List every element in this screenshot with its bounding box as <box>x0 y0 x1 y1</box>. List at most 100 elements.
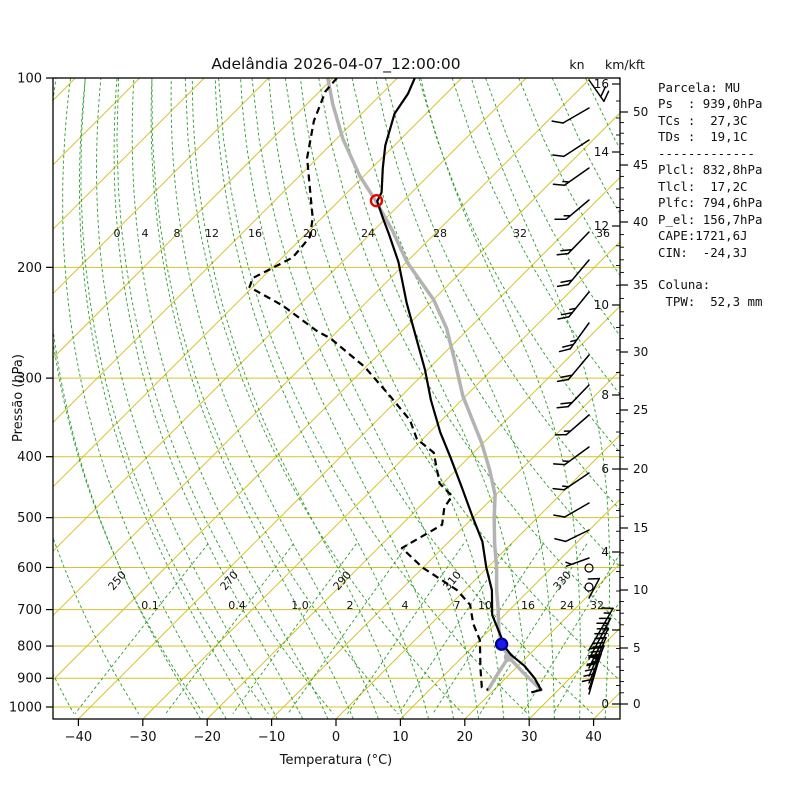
moist-adiabat-label: 24 <box>361 227 375 240</box>
pressure-tick-label: 1000 <box>9 701 42 716</box>
moist-adiabat-line <box>62 78 227 719</box>
height-kft-tick-label: 30 <box>633 345 648 359</box>
isotherm-line <box>464 563 620 719</box>
dry-adiabat-line <box>151 78 399 715</box>
isotherm-line <box>78 176 620 719</box>
wind-barb <box>588 79 610 103</box>
pressure-tick-label: 100 <box>17 72 42 87</box>
panel-line: CAPE:1721,6J <box>658 228 748 244</box>
mixing-ratio-label: 24 <box>560 599 574 612</box>
barb-feather <box>556 252 569 256</box>
barb-half-feather <box>561 485 570 488</box>
parcel-info-panel: Parcela: MU Ps : 939,0hPa TCs : 27,3C TDs :… <box>658 80 800 310</box>
height-kft-tick-label: 50 <box>633 105 648 119</box>
height-km-tick-label: 6 <box>601 462 609 476</box>
panel-line: TDs : 19,1C <box>658 129 748 145</box>
wind-barb <box>552 472 590 491</box>
lfc-marker <box>494 637 509 651</box>
barb-feather <box>560 401 573 405</box>
barb-half-feather <box>562 180 570 183</box>
barb-feather <box>560 279 573 283</box>
pressure-tick-label: 400 <box>17 450 42 465</box>
dry-adiabat-line <box>0 78 9 714</box>
mixing-ratio-label: 1.0 <box>291 599 309 612</box>
chart-title: Adelândia 2026-04-07_12:00:00 <box>211 55 460 74</box>
wind-barb <box>581 662 599 695</box>
dry-adiabat-line <box>218 78 529 715</box>
mixing-ratio-line <box>165 543 294 714</box>
moist-adiabat-label: 16 <box>248 227 262 240</box>
panel-line: Plcl: 832,8hPa <box>658 162 763 178</box>
temperature-tick-label: 30 <box>521 730 538 745</box>
panel-line: TPW: 52,3 mm <box>658 293 763 309</box>
pressure-tick-label: 700 <box>17 603 42 618</box>
moist-adiabat-line <box>170 78 379 719</box>
isotherm-line <box>206 305 620 719</box>
panel-line: CIN: -24,3J <box>658 244 748 260</box>
moist-adiabat-line <box>131 78 329 719</box>
barb-feather <box>589 646 603 650</box>
moist-adiabat-line <box>79 78 253 719</box>
calm-wind-circle <box>584 582 594 592</box>
barb-feather <box>553 463 566 466</box>
height-kft-tick-label: 35 <box>633 278 648 292</box>
mixing-ratio-line <box>552 600 620 714</box>
mixing-ratio-line <box>232 543 357 714</box>
moist-adiabat-line <box>96 78 278 719</box>
pressure-tick-label: 200 <box>17 261 42 276</box>
temperature-tick-label: −20 <box>193 730 220 745</box>
wind-barb <box>554 199 590 221</box>
temperature-tick-label: −40 <box>65 730 92 745</box>
height-km-tick-label: 8 <box>601 388 609 402</box>
height-kft-tick-label: 0 <box>633 697 641 711</box>
dry-adiabat-line <box>351 78 620 568</box>
dry-adiabat-label: 270 <box>218 569 241 593</box>
parcel-lcl-branch <box>486 655 511 692</box>
panel-line: TCs : 27,3C <box>658 112 748 128</box>
panel-line: P_el: 156,7hPa <box>658 211 763 227</box>
barb-half-feather <box>591 660 599 663</box>
mixing-ratio-line <box>479 543 588 714</box>
wind-barb <box>556 259 590 288</box>
mixing-ratio-label: 4 <box>402 599 409 612</box>
moist-adiabat-line <box>420 78 581 719</box>
isotherm-line <box>53 78 527 552</box>
wind-barb <box>556 354 590 383</box>
barb-feather <box>560 248 573 252</box>
isotherm-line <box>53 78 463 488</box>
isotherm-line <box>335 434 620 719</box>
pressure-tick-label: 800 <box>17 640 42 655</box>
mixing-ratio-label: 0.4 <box>228 599 246 612</box>
barb-feather <box>583 673 596 677</box>
barb-feather <box>552 183 566 186</box>
barb-feather <box>551 120 564 124</box>
barb-pennant <box>586 653 603 662</box>
barb-feather <box>592 641 605 645</box>
wind-barb <box>553 502 590 518</box>
dry-adiabat-label: 290 <box>331 569 354 593</box>
mixing-ratio-label: 10 <box>478 599 492 612</box>
isotherm-line <box>53 78 334 359</box>
temperature-tick-label: 10 <box>392 730 409 745</box>
barb-feather <box>560 374 573 378</box>
plot-frame <box>52 77 621 720</box>
lcl-marker <box>503 652 514 663</box>
wind-barb <box>556 231 590 256</box>
height-km-tick-label: 12 <box>594 219 609 233</box>
barb-half-feather <box>569 307 577 311</box>
moist-adiabat-line <box>470 78 611 719</box>
temperature-tick-label: 20 <box>457 730 474 745</box>
pressure-tick-label: 600 <box>17 561 42 576</box>
height-km-tick-label: 14 <box>594 145 609 159</box>
temperature-tick-label: 40 <box>585 730 602 745</box>
barb-feather <box>592 645 605 648</box>
isotherm-line <box>53 78 398 424</box>
barb-half-feather <box>570 339 578 343</box>
mixing-ratio-line <box>347 543 465 714</box>
moist-adiabat-line <box>191 78 404 719</box>
barb-feather <box>554 537 567 543</box>
height-km-tick-label: 4 <box>601 545 609 559</box>
height-kft-tick-label: 45 <box>633 158 648 172</box>
calm-wind-circle <box>584 563 594 573</box>
